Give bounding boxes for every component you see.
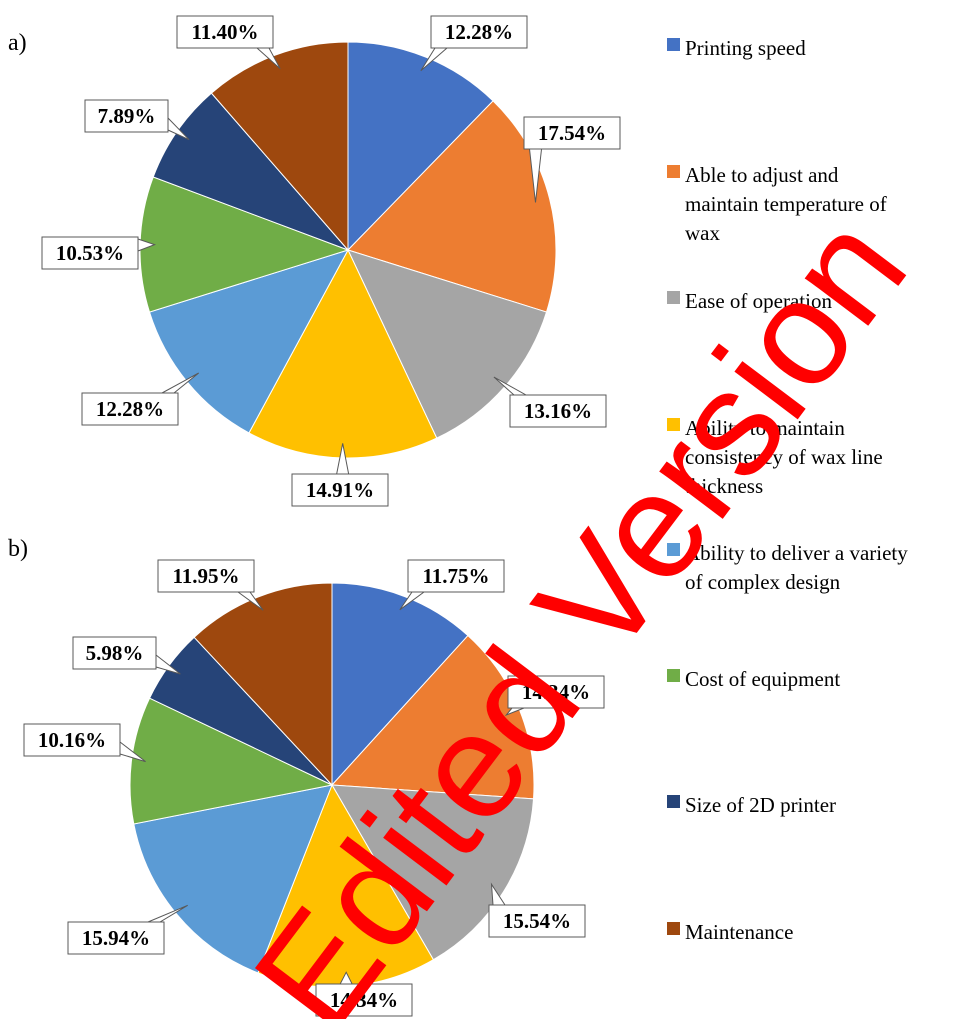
pie-chart-b: 11.75% 14.34% 15.54% 14.34% 15.94% 10.16% 5.98… — [23, 559, 605, 1017]
pie-slice-3 — [331, 784, 535, 961]
legend-swatch-8 — [667, 922, 680, 935]
data-label: 14.34% — [330, 988, 398, 1012]
data-label: 13.16% — [524, 399, 592, 423]
legend: Printing speed Able to adjust and maintain… — [667, 36, 908, 944]
legend-label-2: maintain temperature of — [685, 192, 887, 216]
legend-swatch-7 — [667, 795, 680, 808]
panel-label-b: b) — [8, 536, 28, 562]
data-label-box — [176, 15, 274, 49]
data-label-box — [315, 983, 413, 1017]
pie-slice-2 — [347, 100, 557, 313]
legend-label-6: Cost of equipment — [685, 667, 840, 691]
legend-swatch-1 — [667, 38, 680, 51]
data-label-box — [67, 921, 165, 955]
legend-label-4: thickness — [685, 474, 763, 498]
data-label: 10.16% — [38, 728, 106, 752]
legend-label-2: Able to adjust and — [685, 163, 839, 187]
pie-slice-6 — [129, 697, 334, 825]
data-label: 11.40% — [191, 20, 258, 44]
data-label-box — [291, 473, 389, 507]
data-label-box — [507, 675, 605, 709]
legend-label-4: consistency of wax line — [685, 445, 883, 469]
pie-slice-1 — [347, 41, 494, 252]
legend-swatch-6 — [667, 669, 680, 682]
pie-slice-8 — [210, 41, 349, 252]
legend-label-5: Ability to deliver a variety — [685, 541, 908, 565]
data-label: 15.54% — [503, 909, 571, 933]
data-label: 15.94% — [82, 926, 150, 950]
pie-chart-a: 12.28% 17.54% 13.16% 14.91% 12.28% 10.53% 7.89… — [41, 15, 621, 507]
data-label: 12.28% — [445, 20, 513, 44]
data-label-box — [84, 99, 169, 133]
data-label: 5.98% — [86, 641, 144, 665]
data-label-box — [81, 392, 179, 426]
data-label: 10.53% — [56, 241, 124, 265]
pie-slice-1 — [331, 582, 469, 787]
legend-label-4: Ability to maintain — [685, 416, 845, 440]
data-label-box — [523, 116, 621, 150]
legend-label-3: Ease of operation — [685, 289, 832, 313]
data-label-box — [72, 636, 157, 670]
data-label-box — [41, 236, 139, 270]
legend-label-5: of complex design — [685, 570, 841, 594]
data-label-box — [488, 904, 586, 938]
legend-swatch-2 — [667, 165, 680, 178]
data-label: 14.91% — [306, 478, 374, 502]
legend-label-1: Printing speed — [685, 36, 806, 60]
legend-swatch-4 — [667, 418, 680, 431]
legend-label-2: wax — [685, 221, 720, 245]
legend-label-7: Size of 2D printer — [685, 793, 836, 817]
data-label-box — [430, 15, 528, 49]
legend-swatch-5 — [667, 543, 680, 556]
data-label: 17.54% — [538, 121, 606, 145]
pie-slice-5 — [133, 784, 333, 974]
legend-swatch-3 — [667, 291, 680, 304]
data-label-box — [157, 559, 255, 593]
panel-label-a: a) — [8, 30, 27, 56]
data-label: 11.75% — [422, 564, 489, 588]
data-label-box — [407, 559, 505, 593]
data-label: 12.28% — [96, 397, 164, 421]
data-label-box — [509, 394, 607, 428]
data-label: 11.95% — [172, 564, 239, 588]
data-label: 14.34% — [522, 680, 590, 704]
legend-label-8: Maintenance — [685, 920, 793, 944]
pie-slice-8 — [193, 582, 333, 787]
data-label-box — [23, 723, 121, 757]
data-label: 7.89% — [98, 104, 156, 128]
